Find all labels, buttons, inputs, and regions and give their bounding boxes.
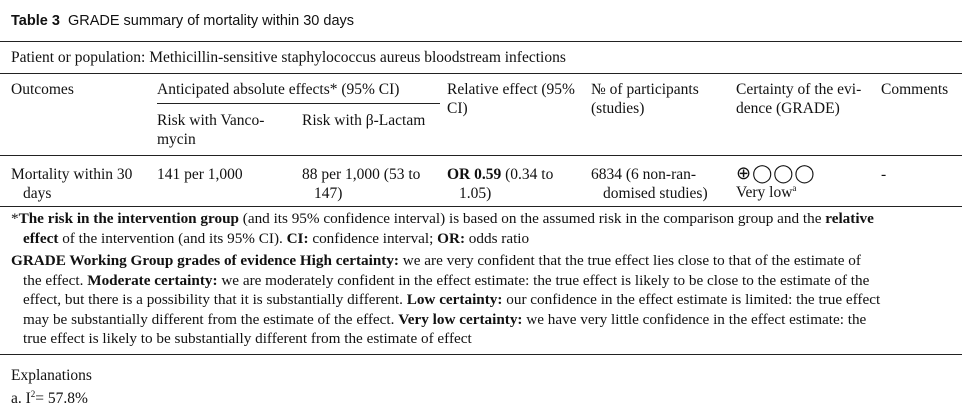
footnote2-text5: our confidence in the effect estimate is…: [502, 291, 881, 308]
footnote1-bold2: relative: [825, 210, 874, 227]
footnote2-bold1: GRADE Working Group grades of evidence H…: [11, 252, 399, 269]
footnote1-bold3: effect: [23, 229, 59, 247]
cell-risk-lactam: 88 per 1,000 (53 to 147): [302, 165, 420, 203]
explanation-rest: = 57.8%: [35, 390, 88, 407]
cell-participants: 6834 (6 non-ran- domised studies): [591, 165, 708, 203]
footnote2-text3: we are moderately confident in the effec…: [217, 271, 870, 289]
population-rule: [0, 73, 962, 74]
header-certainty: Certainty of the evi- dence (GRADE): [736, 80, 861, 118]
cell-participants-line2: domised studies): [603, 185, 708, 202]
footnote2-text2: the effect.: [23, 271, 88, 289]
header-rule: [0, 155, 962, 156]
footnote2-bold4: Very low certainty:: [398, 310, 523, 328]
header-risk-vanco-line1: Risk with Vanco-: [157, 112, 265, 129]
cell-relative: OR 0.59 (0.34 to 1.05): [447, 165, 553, 203]
footnote2-text6: may be substantially different from the …: [23, 310, 399, 328]
header-risk-vanco: Risk with Vanco- mycin: [157, 111, 264, 149]
explanation-prefix: a. I: [11, 390, 31, 407]
anticipated-subrule: [157, 103, 440, 104]
cell-comments: -: [881, 166, 887, 183]
cell-risk-lactam-line1: 88 per 1,000 (53 to: [302, 166, 421, 183]
header-participants-line2: (studies): [591, 100, 645, 117]
footnote2-bold3: Low certainty:: [406, 291, 503, 308]
footnote1-text1: (and its 95% confidence interval) is bas…: [238, 210, 826, 227]
explanation-item-a: a. I2= 57.8%: [11, 389, 88, 408]
table-title: GRADE summary of mortality within 30 day…: [67, 13, 355, 29]
footnote1-bold1: The risk in the intervention group: [18, 210, 239, 227]
cell-relative-bold: OR 0.59: [447, 166, 502, 183]
cell-outcome: Mortality within 30 days: [11, 165, 132, 203]
footnote2-text8: true effect is likely to be substantiall…: [23, 330, 472, 347]
cell-certainty-text: Very low: [736, 184, 793, 201]
explanations-heading: Explanations: [11, 367, 92, 384]
footnote2-text4: effect, but there is a possibility that …: [23, 291, 407, 308]
top-rule: [0, 41, 962, 42]
footnote2-bold2: Moderate certainty:: [87, 271, 218, 289]
footnote-risk: *The risk in the intervention group (and…: [11, 209, 951, 248]
population-text: Patient or population: Methicillin-sensi…: [11, 49, 566, 66]
footnote-grade: GRADE Working Group grades of evidence H…: [11, 251, 951, 349]
cell-risk-vanco: 141 per 1,000: [157, 166, 243, 183]
header-participants: № of participants (studies): [591, 80, 699, 118]
header-risk-vanco-line2: mycin: [157, 131, 196, 148]
header-relative: Relative effect (95% CI): [447, 80, 575, 118]
explanation-sup: 2: [30, 388, 36, 399]
footnote-star: *: [11, 210, 19, 227]
certainty-circles-icon: ⊕◯◯◯: [736, 163, 816, 184]
header-certainty-line2: dence (GRADE): [736, 100, 840, 117]
row-rule: [0, 206, 962, 207]
cell-relative-line2: 1.05): [459, 185, 492, 202]
cell-certainty: ⊕◯◯◯ Very lowa: [736, 165, 816, 202]
table-caption: Table 3 GRADE summary of mortality withi…: [11, 13, 354, 29]
header-anticipated: Anticipated absolute effects* (95% CI): [157, 81, 400, 98]
footnote2-text1: we are very confident that the true effe…: [398, 252, 861, 269]
header-relative-line1: Relative effect (95%: [447, 81, 575, 98]
cell-certainty-sup: a: [792, 182, 797, 193]
header-risk-lactam: Risk with β-Lactam: [302, 112, 426, 129]
header-comments: Comments: [881, 81, 949, 98]
cell-outcome-line2: days: [23, 185, 52, 202]
table-label: Table 3: [11, 13, 60, 29]
header-participants-line1: № of participants: [591, 81, 699, 98]
header-relative-line2: CI): [447, 100, 468, 117]
cell-relative-rest: (0.34 to: [501, 166, 554, 183]
footnote1-text3: confidence interval;: [308, 229, 438, 247]
cell-outcome-line1: Mortality within 30: [11, 166, 133, 183]
footnote1-text4: odds ratio: [465, 229, 530, 247]
header-certainty-line1: Certainty of the evi-: [736, 81, 862, 98]
footnote1-bold5: OR:: [437, 229, 465, 247]
bottom-rule: [0, 354, 962, 355]
cell-risk-lactam-line2: 147): [314, 185, 343, 202]
footnote1-text2: of the intervention (and its 95% CI).: [58, 229, 287, 247]
header-outcomes: Outcomes: [11, 81, 74, 98]
cell-participants-line1: 6834 (6 non-ran-: [591, 166, 697, 183]
footnote1-bold4: CI:: [286, 229, 309, 247]
footnote2-text7: we have very little confidence in the ef…: [522, 310, 867, 328]
